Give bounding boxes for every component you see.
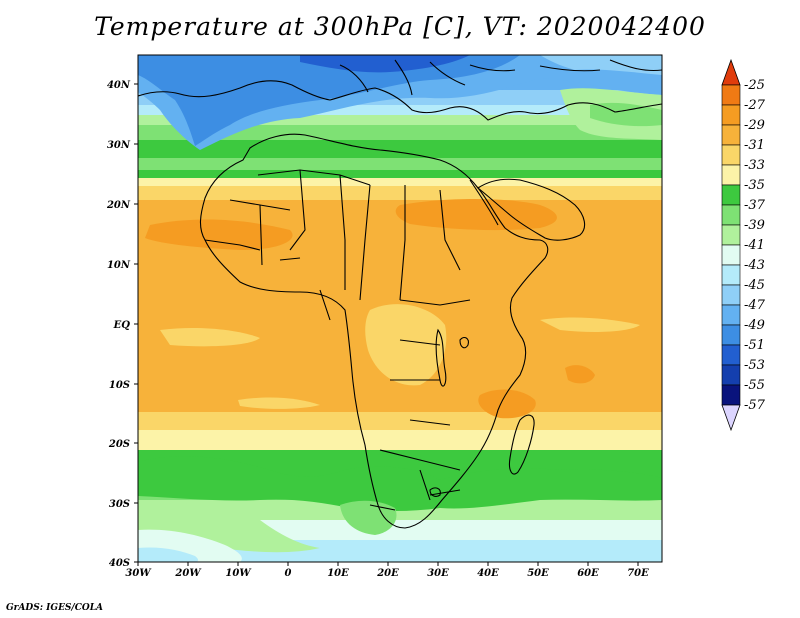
colorbar-label: -33 [744, 158, 765, 173]
colorbar-label: -35 [744, 178, 765, 193]
colorbar-label: -31 [744, 138, 765, 153]
colorbar-label: -47 [744, 298, 766, 313]
lat-label: 10N [107, 260, 131, 271]
colorbar-swatch [721, 324, 741, 346]
colorbar-label: -43 [744, 258, 765, 273]
colorbar: -25 -27 -29 -31 -33 -35 -37 -39 -41 -43 -45 -47 -49 -… [721, 58, 766, 432]
colorbar-swatch [721, 344, 741, 366]
coastline-outline [138, 59, 662, 529]
lat-labels: 40N 30N 20N 10N EQ 10S 20S 30S 40S [106, 80, 131, 569]
lon-label: 10W [225, 568, 252, 579]
colorbar-label: -53 [744, 358, 765, 373]
colorbar-swatch [721, 144, 741, 166]
lat-label: 40S [109, 558, 130, 569]
plot-frame [137, 54, 663, 563]
colorbar-min-arrow [721, 404, 741, 432]
colorbar-label: -51 [744, 338, 765, 353]
colorbar-swatch [721, 84, 741, 106]
lat-label: 30N [107, 140, 131, 151]
colorbar-swatch [721, 124, 741, 146]
colorbar-label: -45 [744, 278, 765, 293]
colorbar-swatch [721, 164, 741, 186]
colorbar-swatch [721, 364, 741, 386]
lat-label: 10S [109, 380, 130, 391]
lon-label: 0 [285, 568, 292, 579]
colorbar-swatch [721, 204, 741, 226]
colorbar-label: -49 [744, 318, 765, 333]
lon-label: 50E [527, 568, 549, 579]
colorbar-swatch [721, 284, 741, 306]
colorbar-swatch [721, 224, 741, 246]
colorbar-label: -57 [744, 398, 766, 413]
lon-label: 30W [125, 568, 152, 579]
colorbar-swatch [721, 244, 741, 266]
colorbar-label: -41 [744, 238, 765, 253]
colorbar-swatch [721, 184, 741, 206]
lon-label: 10E [327, 568, 349, 579]
axis-ticks [134, 83, 639, 566]
colorbar-label: -39 [744, 218, 765, 233]
lat-label: 40N [107, 80, 131, 91]
colorbar-label: -25 [744, 78, 765, 93]
lon-label: 70E [627, 568, 649, 579]
lon-label: 20E [376, 568, 399, 579]
lon-label: 30E [427, 568, 449, 579]
colorbar-swatch [721, 304, 741, 326]
colorbar-swatch [721, 264, 741, 286]
lon-label: 40E [477, 568, 499, 579]
lon-label: 60E [577, 568, 599, 579]
colorbar-swatch [721, 104, 741, 126]
credit-text: GrADS: IGES/COLA [6, 603, 104, 613]
lat-label: 20N [106, 200, 131, 211]
lat-label: 30S [109, 499, 130, 510]
lat-label: EQ [113, 320, 131, 331]
lat-label: 20S [108, 439, 130, 450]
lon-labels: 30W 20W 10W 0 10E 20E 30E 40E 50E 60E 70… [125, 568, 649, 579]
colorbar-max-arrow [721, 58, 741, 86]
colorbar-swatch [721, 384, 741, 406]
temperature-field [138, 55, 662, 562]
colorbar-label: -29 [744, 118, 765, 133]
map-title: Temperature at 300hPa [C], VT: 202004240… [94, 12, 706, 41]
lon-label: 20W [174, 568, 202, 579]
colorbar-label: -55 [744, 378, 765, 393]
colorbar-label: -37 [744, 198, 766, 213]
colorbar-label: -27 [744, 98, 766, 113]
